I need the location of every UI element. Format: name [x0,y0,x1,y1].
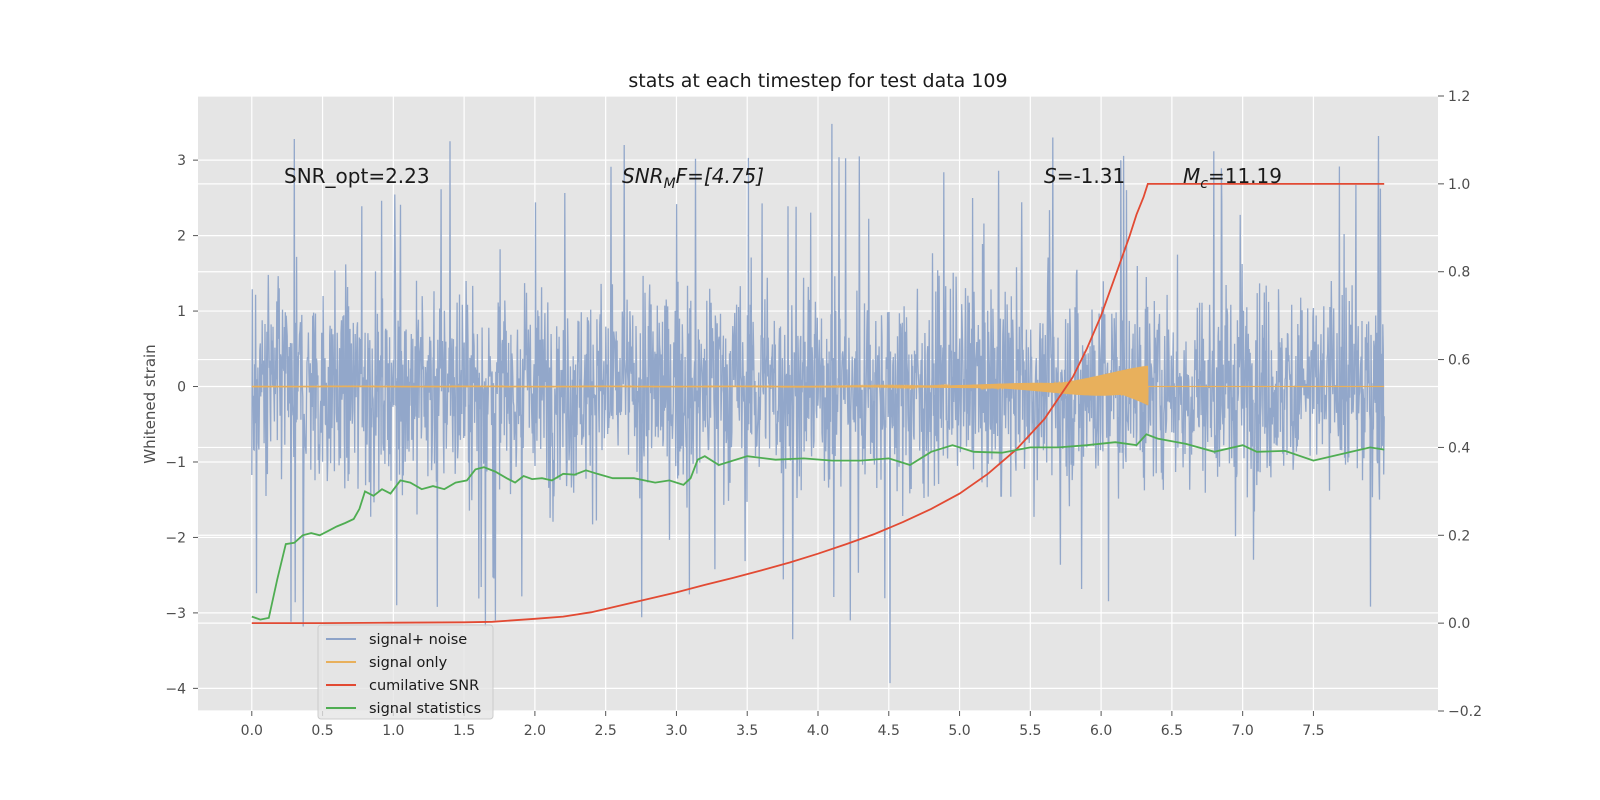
x-tick-14: 7.0 [1232,723,1254,739]
y-left-axis-ticks: 3 2 1 0 −1 −2 −3 −4 [165,153,198,697]
y-right-tick-1: 1.0 [1448,177,1470,193]
y-left-tick-4: −1 [165,455,186,471]
y-right-tick-0: 1.2 [1448,89,1470,105]
y-left-tick-6: −3 [165,606,186,622]
y-left-tick-1: 2 [177,229,186,245]
series-signal-statistics [251,433,1385,621]
chart-title: stats at each timestep for test data 109 [628,70,1007,92]
legend-box [317,624,494,720]
annotation-s-name: S [1044,164,1057,188]
legend-label-stats: signal statistics [369,701,481,717]
x-tick-5: 2.5 [595,723,617,739]
y-left-tick-0: 3 [177,153,186,169]
legend: signal+ noise signal only cumilative SNR… [317,624,494,720]
y-left-tick-2: 1 [177,304,186,320]
annotation-snr-opt: SNR_opt=2.23 [284,164,430,188]
annotation-mc-rest: =11.19 [1208,164,1282,188]
y-right-tick-5: 0.2 [1448,528,1470,544]
x-tick-3: 1.5 [453,723,475,739]
annotation-snr-mf: SNRMF=[4.75] [622,164,764,192]
y-right-axis-ticks: 1.2 1.0 0.8 0.6 0.4 0.2 0.0 −0.2 [1438,89,1482,720]
x-tick-6: 3.0 [665,723,687,739]
series-cumulative-snr [251,183,1385,624]
legend-label-snr: cumilative SNR [369,678,479,694]
y-right-tick-7: −0.2 [1448,704,1482,720]
x-tick-11: 5.5 [1019,723,1041,739]
x-tick-0: 0.0 [241,723,263,739]
annotation-mc-name: M [1183,164,1200,188]
x-tick-12: 6.0 [1090,723,1112,739]
annotation-mc-sub: c [1200,176,1208,192]
x-tick-2: 1.0 [382,723,404,739]
annotation-snr-mf-rest: F=[4.75] [676,164,764,188]
y-right-tick-6: 0.0 [1448,616,1470,632]
y-left-tick-7: −4 [165,681,186,697]
series-signal-only [251,365,1385,406]
x-tick-8: 4.0 [807,723,829,739]
annotation-s-rest: =-1.31 [1057,164,1126,188]
legend-label-signal: signal only [369,655,448,671]
y-right-tick-2: 0.8 [1448,265,1470,281]
x-tick-1: 0.5 [311,723,333,739]
noise-line [251,123,1385,684]
y-axis-label: Whitened strain [141,344,159,463]
x-tick-10: 5.0 [948,723,970,739]
stats-line [251,433,1385,621]
y-right-tick-3: 0.6 [1448,353,1470,369]
annotation-snr-mf-sub: M [664,176,676,192]
y-right-tick-4: 0.4 [1448,440,1470,456]
snr-line [251,183,1385,624]
y-left-tick-5: −2 [165,530,186,546]
x-tick-7: 3.5 [736,723,758,739]
x-axis-ticks: 0.0 0.5 1.0 1.5 2.0 2.5 3.0 3.5 4.0 4.5 5.0 5.5 6.0 6… [241,711,1325,739]
annotation-s: S=-1.31 [1044,164,1125,188]
series-signal-plus-noise [251,123,1385,684]
annotation-snr-mf-name: SNR [622,164,664,188]
x-tick-9: 4.5 [878,723,900,739]
x-tick-15: 7.5 [1302,723,1324,739]
legend-label-noise: signal+ noise [369,632,467,648]
y-left-tick-3: 0 [177,380,186,396]
annotation-mc: Mc=11.19 [1183,164,1282,192]
x-tick-4: 2.0 [524,723,546,739]
x-tick-13: 6.5 [1161,723,1183,739]
signal-line [251,365,1385,406]
